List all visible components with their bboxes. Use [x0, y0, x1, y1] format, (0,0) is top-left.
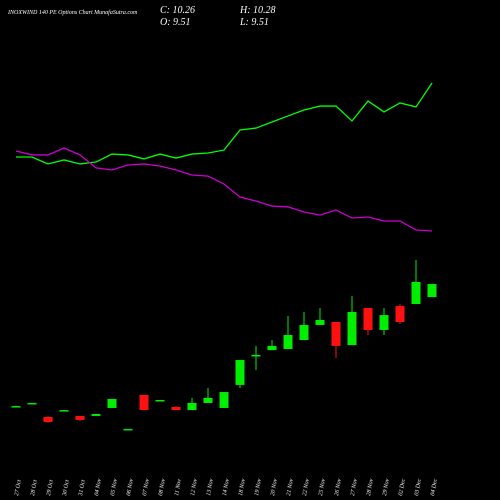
candle-body	[123, 428, 133, 431]
candle-body	[427, 284, 437, 298]
x-tick-label: 14 Nov	[221, 478, 231, 496]
candle-body	[27, 402, 37, 405]
candle-body	[283, 335, 293, 350]
candle-body	[155, 400, 165, 402]
candle-body	[107, 398, 117, 408]
x-tick-label: 06 Nov	[126, 478, 135, 496]
x-tick-label: 13 Nov	[206, 478, 215, 496]
candle-body	[187, 402, 197, 411]
x-tick-label: 31 Oct	[78, 479, 87, 497]
x-tick-label: 20 Nov	[270, 478, 279, 496]
x-tick-label: 28 Oct	[30, 479, 39, 496]
candle-body	[235, 359, 245, 385]
x-tick-label: 27 Nov	[350, 478, 359, 496]
close-text: C: 10.26	[160, 5, 195, 16]
x-tick-label: 02 Dec	[398, 478, 407, 496]
x-tick-label: 18 Nov	[238, 478, 247, 496]
candle-body	[171, 406, 181, 411]
high-text: H: 10.28	[239, 5, 276, 16]
x-tick-label: 11 Nov	[174, 479, 183, 497]
x-tick-label: 07 Nov	[142, 478, 151, 496]
x-tick-label: 19 Nov	[254, 478, 263, 496]
x-tick-label: 30 Oct	[62, 479, 71, 497]
candle-body	[219, 392, 229, 408]
indicator-line	[15, 147, 433, 232]
x-tick-label: 05 Nov	[110, 478, 119, 496]
candle-body	[91, 414, 101, 416]
x-tick-label: 29 Oct	[46, 479, 55, 496]
candle-body	[347, 311, 357, 346]
candle-body	[203, 397, 213, 403]
indicator-line	[16, 82, 433, 165]
x-tick-label: 29 Nov	[382, 478, 391, 496]
open-text: O: 9.51	[160, 17, 191, 28]
candle-body	[11, 406, 21, 408]
x-tick-label: 03 Dec	[414, 478, 423, 496]
x-tick-label: 04 Dec	[429, 478, 439, 496]
x-tick-label: 04 Nov	[93, 478, 103, 496]
candle-body	[43, 416, 53, 423]
candle-body	[363, 307, 373, 330]
candle-body	[331, 322, 341, 346]
x-tick-label: 22 Nov	[302, 478, 311, 496]
candle-body	[315, 319, 325, 325]
x-tick-label: 25 Nov	[318, 478, 327, 496]
x-tick-label: 12 Nov	[190, 478, 199, 496]
x-tick-label: 08 Nov	[158, 478, 167, 496]
candle-body	[139, 394, 149, 411]
candle-body	[59, 410, 69, 412]
candle-body	[299, 324, 309, 341]
low-text: L: 9.51	[239, 17, 269, 28]
candle-body	[379, 315, 389, 330]
x-tick-label: 27 Oct	[14, 479, 23, 496]
candle-body	[411, 281, 421, 304]
x-tick-label: 26 Nov	[334, 478, 343, 496]
candle-body	[75, 415, 85, 420]
candle-body	[267, 345, 277, 351]
x-tick-label: 28 Nov	[366, 478, 375, 496]
candle-body	[395, 306, 405, 323]
candle-body	[251, 354, 261, 357]
chart-title: INOXWIND 140 PE Options Chart MunafaSutr…	[7, 9, 138, 16]
x-tick-label: 21 Nov	[286, 478, 295, 496]
